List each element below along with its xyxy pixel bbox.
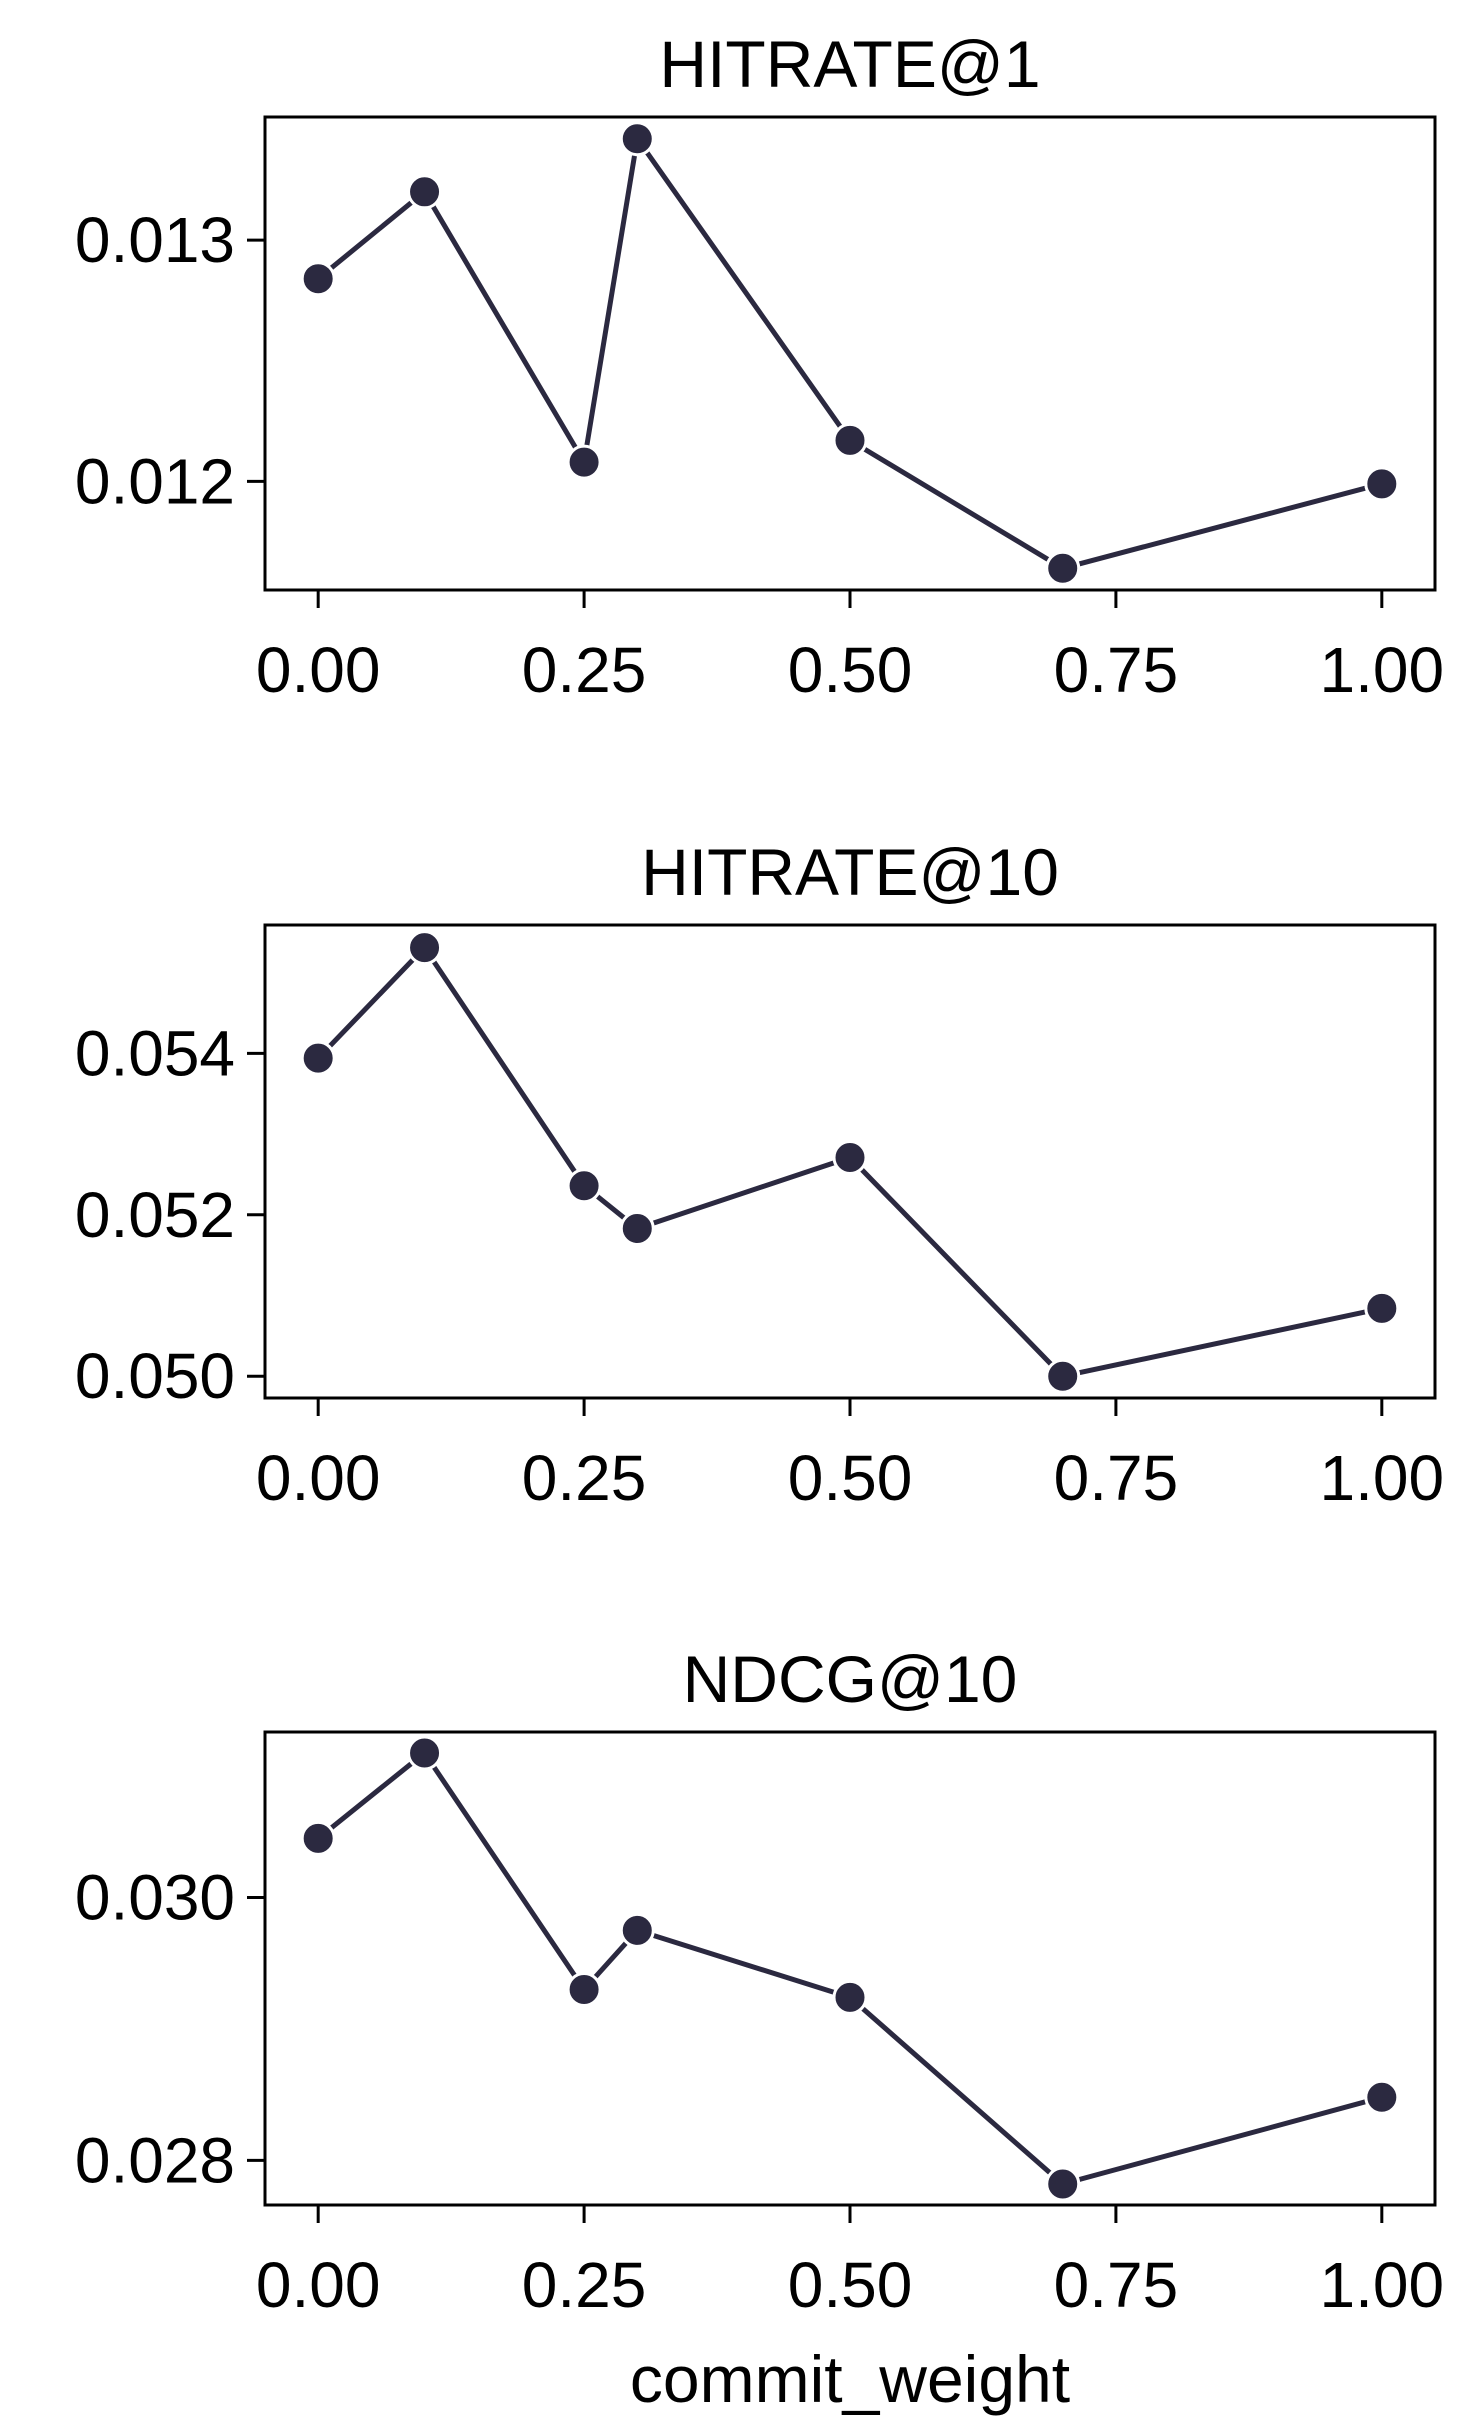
y-tick-label: 0.054 — [75, 1017, 235, 1089]
plot-frame — [263, 1730, 1437, 2207]
data-point — [566, 1972, 602, 2008]
data-point — [407, 1735, 443, 1771]
data-point — [1045, 550, 1081, 586]
data-point — [407, 174, 443, 210]
data-point — [619, 1912, 655, 1948]
data-point — [832, 422, 868, 458]
subplot-title: HITRATE@10 — [641, 835, 1059, 909]
x-axis: 0.00 0.25 0.50 0.75 1.00 — [256, 590, 1444, 706]
data-point — [619, 121, 655, 157]
subplot-hitrate-10: HITRATE@10 0.00 0.25 0.50 0.75 1.00 0.0500.0… — [75, 835, 1444, 1514]
data-point — [407, 930, 443, 966]
data-point — [832, 1139, 868, 1175]
y-tick-label: 0.030 — [75, 1862, 235, 1934]
y-tick-label: 0.050 — [75, 1340, 235, 1412]
subplot-title: HITRATE@1 — [659, 27, 1040, 101]
data-point — [1045, 1358, 1081, 1394]
x-tick-label: 1.00 — [1320, 1442, 1445, 1514]
data-point — [1364, 466, 1400, 502]
x-tick-label: 1.00 — [1320, 2249, 1445, 2321]
data-point — [1364, 1290, 1400, 1326]
x-tick-label: 0.25 — [522, 634, 647, 706]
data-point — [832, 1979, 868, 2015]
series — [300, 1735, 1400, 2202]
x-tick-label: 0.50 — [788, 1442, 913, 1514]
x-tick-label: 0.25 — [522, 2249, 647, 2321]
x-axis: 0.00 0.25 0.50 0.75 1.00 — [256, 1398, 1444, 1514]
x-tick-label: 0.50 — [788, 2249, 913, 2321]
x-tick-label: 0.25 — [522, 1442, 647, 1514]
y-tick-label: 0.052 — [75, 1179, 235, 1251]
data-point — [566, 1168, 602, 1204]
x-tick-label: 0.75 — [1054, 634, 1179, 706]
data-point — [1045, 2166, 1081, 2202]
x-tick-label: 0.00 — [256, 634, 381, 706]
x-tick-label: 0.00 — [256, 2249, 381, 2321]
x-axis-label: commit_weight — [630, 2342, 1070, 2416]
data-point — [300, 1820, 336, 1856]
x-tick-label: 1.00 — [1320, 634, 1445, 706]
y-axis: 0.012 0.013 — [75, 204, 265, 517]
data-point — [300, 261, 336, 297]
series — [300, 930, 1400, 1394]
data-point — [566, 444, 602, 480]
data-point — [619, 1210, 655, 1246]
y-tick-label: 0.013 — [75, 204, 235, 276]
subplot-ndcg-10: NDCG@10 0.00 0.25 0.50 0.75 1.00 0.0280.030 … — [75, 1642, 1444, 2416]
y-tick-label: 0.028 — [75, 2124, 235, 2196]
x-tick-label: 0.00 — [256, 1442, 381, 1514]
y-axis: 0.050 0.052 0.054 — [75, 1017, 265, 1412]
x-axis: 0.00 0.25 0.50 0.75 1.00 — [256, 2205, 1444, 2321]
x-tick-label: 0.75 — [1054, 1442, 1179, 1514]
x-tick-label: 0.75 — [1054, 2249, 1179, 2321]
subplot-hitrate-1: HITRATE@1 0.00 0.25 0.50 0.75 1.00 0.0120.01… — [75, 27, 1444, 706]
series — [300, 121, 1400, 586]
series-line — [316, 1750, 1383, 2187]
data-point — [1364, 2079, 1400, 2115]
subplot-title: NDCG@10 — [683, 1642, 1018, 1716]
y-axis: 0.028 0.030 — [75, 1862, 265, 2196]
data-point — [300, 1040, 336, 1076]
y-tick-label: 0.012 — [75, 445, 235, 517]
series-line — [316, 136, 1383, 571]
x-tick-label: 0.50 — [788, 634, 913, 706]
